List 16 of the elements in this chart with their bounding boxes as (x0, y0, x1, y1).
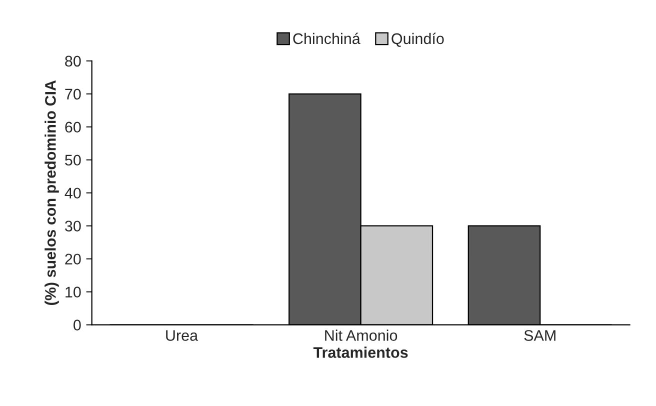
y-tick-label: 10 (66, 286, 81, 298)
y-axis-title: (%) suelos con predominio CIA (44, 80, 59, 305)
x-tick-label: Urea (166, 330, 198, 341)
x-axis-title: Tratamientos (313, 346, 408, 358)
x-tick-label: Nit Amonio (325, 330, 398, 341)
y-tick-label: 30 (65, 220, 81, 232)
legend-label: Chinchiná (293, 32, 360, 44)
y-tick-label: 20 (65, 254, 81, 265)
legend-label: Quindío (392, 32, 444, 47)
x-tick-label: SAM (524, 330, 556, 341)
y-tick-label: 50 (65, 154, 81, 166)
y-tick-label: 40 (64, 188, 81, 199)
y-tick-label: 60 (65, 122, 81, 133)
y-tick-label: 70 (65, 88, 81, 100)
y-tick-label: 80 (65, 56, 81, 67)
y-tick-label: 0 (74, 320, 81, 330)
